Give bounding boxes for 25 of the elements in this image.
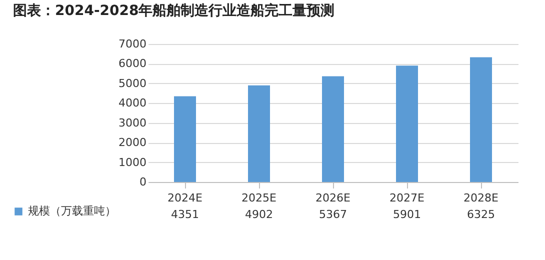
data-label: 5901 xyxy=(393,208,421,221)
chart-title: 图表：2024-2028年船舶制造行业造船完工量预测 xyxy=(13,2,335,19)
y-tick-label: 2000 xyxy=(118,136,146,150)
y-tick-label: 0 xyxy=(140,176,146,188)
y-tick-label: 1000 xyxy=(118,156,146,169)
x-tick-label: 2025E xyxy=(242,192,277,204)
bar xyxy=(396,66,418,182)
x-tick-label: 2026E xyxy=(316,192,351,204)
data-label: 4902 xyxy=(245,208,273,221)
bar xyxy=(174,96,196,182)
bar xyxy=(322,76,344,182)
data-label: 6325 xyxy=(467,208,495,221)
data-label: 5367 xyxy=(319,208,347,221)
y-tick-label: 7000 xyxy=(118,38,146,50)
bar xyxy=(470,57,492,182)
y-tick-label: 6000 xyxy=(118,57,146,70)
x-tick-label: 2024E xyxy=(168,192,203,204)
data-label: 4351 xyxy=(171,208,199,221)
y-tick-label: 5000 xyxy=(118,76,146,90)
y-tick-label: 3000 xyxy=(118,116,146,130)
x-tick-label: 2027E xyxy=(390,192,425,204)
bar xyxy=(248,85,270,182)
legend-label: 规模（万载重吨） xyxy=(28,204,116,218)
x-tick-label: 2028E xyxy=(464,192,499,204)
y-tick-label: 4000 xyxy=(118,96,146,110)
